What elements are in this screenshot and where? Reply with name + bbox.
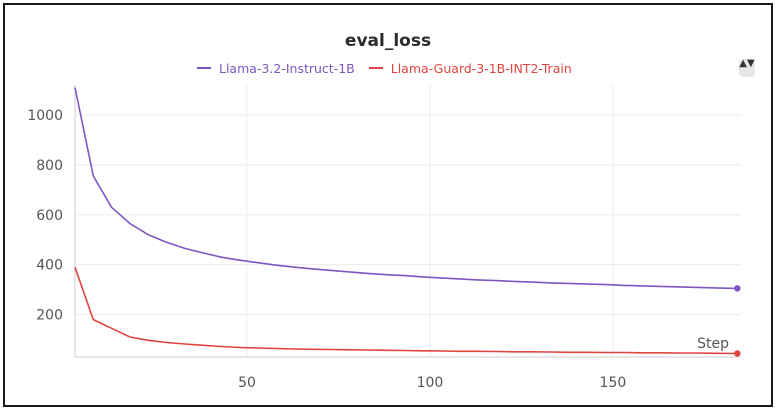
legend-swatch xyxy=(197,67,211,69)
x-tick-label: 150 xyxy=(600,375,627,391)
legend-label: Llama-3.2-Instruct-1B xyxy=(219,60,355,76)
series-line-1[interactable] xyxy=(74,87,738,290)
chart-title: eval_loss xyxy=(344,31,432,51)
y-tick-label: 600 xyxy=(36,208,63,224)
y-tick-label: 400 xyxy=(36,258,63,274)
y-tick-label: 1000 xyxy=(27,108,63,124)
series-line-2[interactable] xyxy=(74,266,738,355)
sort-arrows-icon[interactable]: ▲▼ xyxy=(739,59,755,77)
y-tick-label: 200 xyxy=(36,308,63,324)
y-tick-label: 800 xyxy=(36,158,63,174)
x-axis-label: Step xyxy=(697,336,729,352)
legend-item-2[interactable]: Llama-Guard-3-1B-INT2-Train xyxy=(368,60,572,76)
x-tick-label: 100 xyxy=(417,375,444,391)
chart-container: 200 400 600 800 1000 50 100 150 Step eval_loss L… xyxy=(5,5,771,405)
legend-label: Llama-Guard-3-1B-INT2-Train xyxy=(390,60,572,76)
series-end-marker-2[interactable] xyxy=(734,350,741,357)
chart-panel: 200 400 600 800 1000 50 100 150 Step eval_loss L… xyxy=(3,3,773,407)
legend-swatch xyxy=(368,67,383,69)
sort-arrows-glyph: ▲▼ xyxy=(739,58,755,69)
x-tick-label: 50 xyxy=(238,375,256,391)
series-end-marker-1[interactable] xyxy=(734,285,741,292)
legend-item-1[interactable]: Llama-3.2-Instruct-1B xyxy=(197,61,355,76)
chart-legend: Llama-3.2-Instruct-1B Llama-Guard-3-1B-IN… xyxy=(197,59,572,77)
line-chart[interactable]: 200 400 600 800 1000 50 100 150 Step xyxy=(5,5,771,405)
